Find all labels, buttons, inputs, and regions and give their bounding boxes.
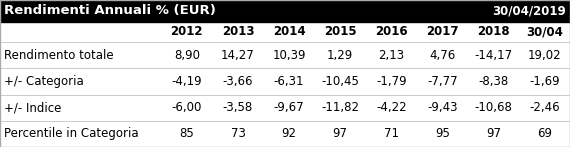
Text: 2018: 2018 <box>477 25 510 38</box>
Text: -10,45: -10,45 <box>321 75 359 88</box>
Text: -3,66: -3,66 <box>223 75 253 88</box>
Text: 69: 69 <box>537 127 552 140</box>
Text: 71: 71 <box>384 127 398 140</box>
Text: -6,00: -6,00 <box>172 101 202 114</box>
Text: 2017: 2017 <box>426 25 458 38</box>
Text: 2014: 2014 <box>272 25 306 38</box>
Text: 30/04/2019: 30/04/2019 <box>492 4 566 17</box>
Text: -4,22: -4,22 <box>376 101 406 114</box>
Text: -2,46: -2,46 <box>529 101 560 114</box>
Text: 2,13: 2,13 <box>378 49 404 62</box>
Text: 85: 85 <box>180 127 194 140</box>
Text: -7,77: -7,77 <box>427 75 458 88</box>
Text: -9,43: -9,43 <box>427 101 458 114</box>
Text: -1,69: -1,69 <box>529 75 560 88</box>
Text: 73: 73 <box>230 127 245 140</box>
Text: Rendimento totale: Rendimento totale <box>4 49 113 62</box>
Text: -3,58: -3,58 <box>223 101 253 114</box>
Text: 2012: 2012 <box>170 25 203 38</box>
Text: Rendimenti Annuali % (EUR): Rendimenti Annuali % (EUR) <box>4 4 216 17</box>
Text: 95: 95 <box>435 127 450 140</box>
Text: 2016: 2016 <box>375 25 408 38</box>
Text: -4,19: -4,19 <box>172 75 202 88</box>
Text: 1,29: 1,29 <box>327 49 353 62</box>
Bar <box>0 0 570 22</box>
Text: 2013: 2013 <box>222 25 254 38</box>
Text: +/- Indice: +/- Indice <box>4 101 62 114</box>
Text: 8,90: 8,90 <box>174 49 200 62</box>
Text: 30/04: 30/04 <box>526 25 563 38</box>
Text: 14,27: 14,27 <box>221 49 255 62</box>
Text: -14,17: -14,17 <box>474 49 512 62</box>
Text: +/- Categoria: +/- Categoria <box>4 75 84 88</box>
Text: 10,39: 10,39 <box>272 49 306 62</box>
Text: 2015: 2015 <box>324 25 356 38</box>
Text: -11,82: -11,82 <box>321 101 359 114</box>
Text: -8,38: -8,38 <box>478 75 508 88</box>
Text: 4,76: 4,76 <box>429 49 455 62</box>
Text: -6,31: -6,31 <box>274 75 304 88</box>
Text: -1,79: -1,79 <box>376 75 406 88</box>
Text: -10,68: -10,68 <box>474 101 512 114</box>
Text: 97: 97 <box>486 127 501 140</box>
Text: 19,02: 19,02 <box>528 49 561 62</box>
Text: 97: 97 <box>333 127 348 140</box>
Text: Percentile in Categoria: Percentile in Categoria <box>4 127 139 140</box>
Text: 92: 92 <box>282 127 296 140</box>
Text: -9,67: -9,67 <box>274 101 304 114</box>
